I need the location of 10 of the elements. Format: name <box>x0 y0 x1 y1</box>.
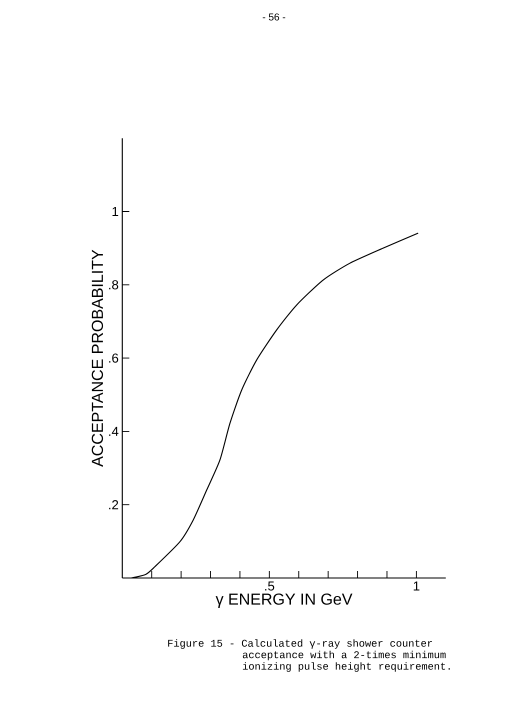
y-tick-label: .2 <box>109 500 118 510</box>
x-tick-label: .5 <box>265 582 274 591</box>
y-tick-label: .8 <box>109 280 118 290</box>
y-tick-label: .4 <box>109 426 118 436</box>
y-tick-label: 1 <box>112 207 118 216</box>
text: - 56 - <box>262 13 286 21</box>
x-axis-title: γ ENERGY IN GeV <box>216 593 352 608</box>
caption: Figure 15 - Calculated γ-ray shower counter acceptance with a 2-times minimum ionizing pulse height requirement. <box>168 639 450 672</box>
y-axis-title: ACCEPTANCE PROBABILITY <box>92 250 104 467</box>
y-tick-label: .6 <box>109 353 118 363</box>
